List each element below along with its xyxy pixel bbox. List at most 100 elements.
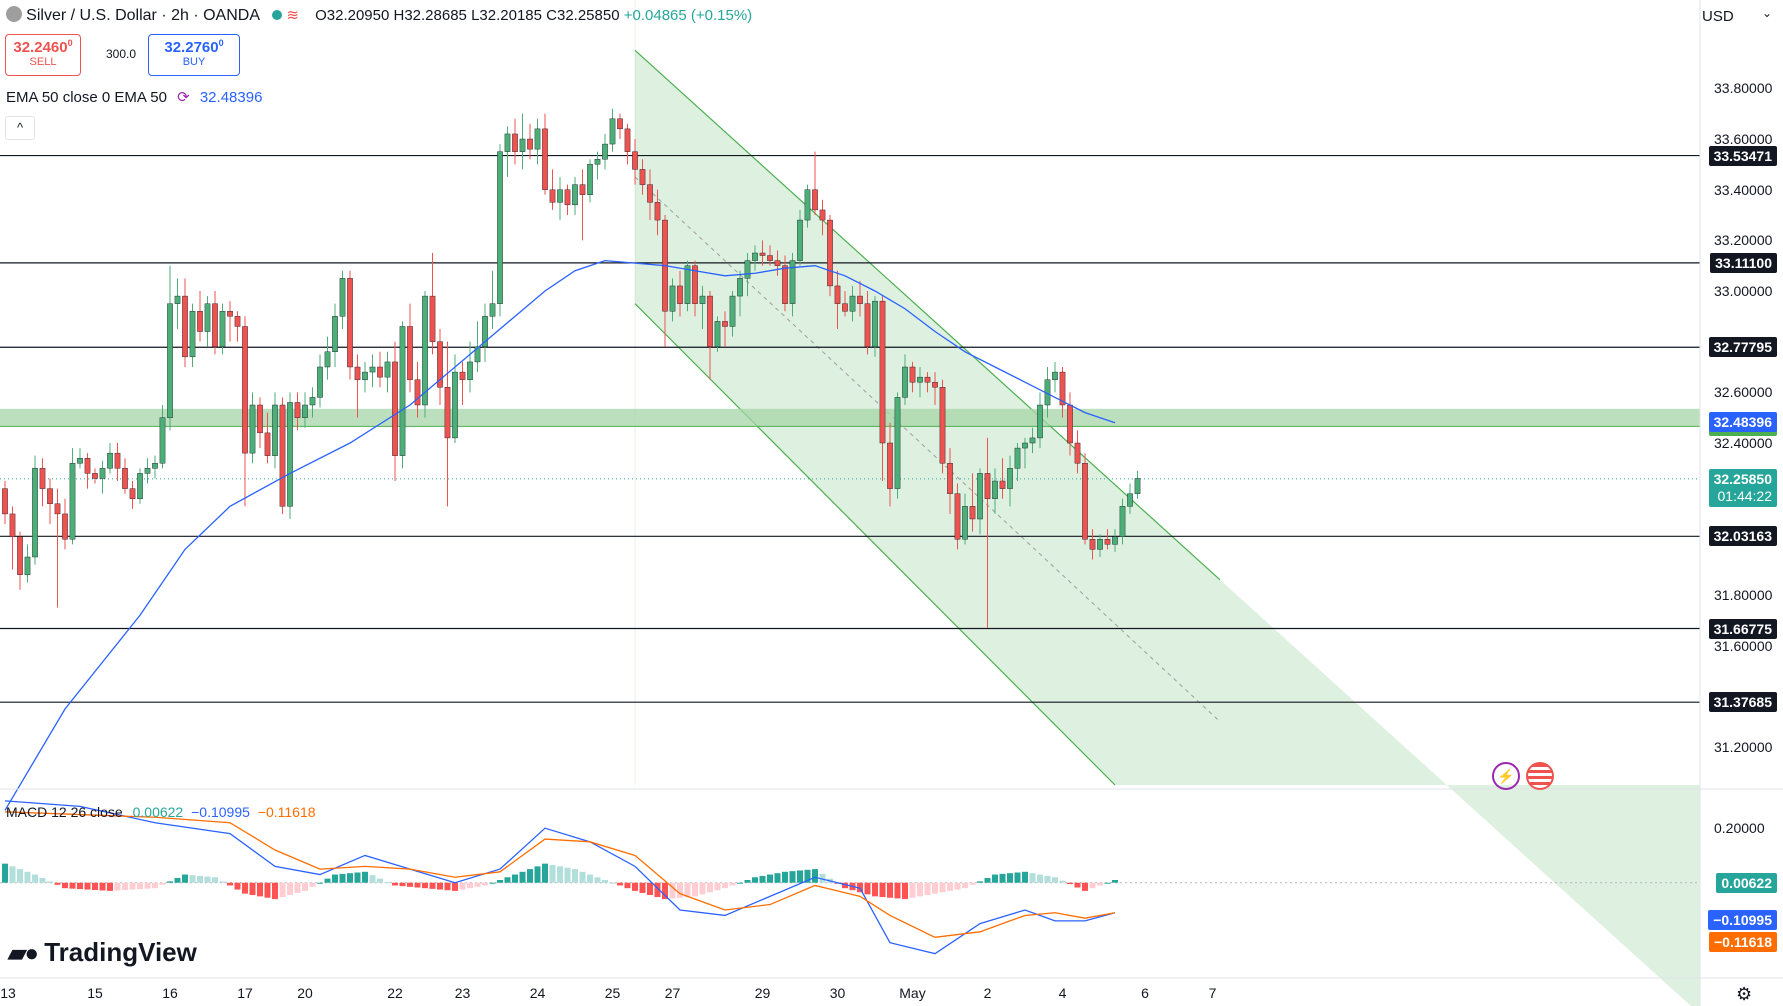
candle	[347, 270, 353, 380]
candle-body	[354, 366, 361, 380]
candle	[332, 303, 338, 367]
candle-body	[309, 397, 316, 406]
tradingview-logo[interactable]: ▰● TradingView	[8, 937, 197, 968]
candle	[984, 437, 991, 628]
candle-body	[864, 303, 871, 347]
time-axis-tick: 20	[297, 985, 313, 1001]
candle	[677, 270, 683, 317]
candle-body	[1097, 539, 1103, 550]
candle-body	[617, 118, 623, 130]
candle	[1097, 534, 1103, 557]
us-flag-icon[interactable]	[1526, 762, 1554, 790]
candle-body	[939, 387, 946, 464]
candle-body	[924, 376, 931, 383]
compare-icon[interactable]: ≋	[286, 7, 299, 24]
candle	[1052, 361, 1058, 393]
candle-body	[1052, 371, 1058, 380]
candle-body	[917, 376, 923, 383]
candle	[144, 458, 151, 484]
macd-histogram-bar	[594, 877, 601, 883]
candle	[1059, 367, 1066, 418]
price-axis-tick: 33.80000	[1714, 80, 1773, 97]
channel-upper-line	[634, 49, 1221, 581]
macd-histogram-bar	[512, 874, 518, 883]
candle-body	[1022, 442, 1028, 449]
candle-body	[639, 169, 646, 185]
macd-histogram-bar	[444, 882, 451, 891]
macd-legend[interactable]: MACD 12 26 close 0.00622 −0.10995 −0.116…	[6, 804, 316, 820]
candle	[444, 341, 451, 507]
candle	[609, 108, 616, 152]
candle	[152, 455, 158, 479]
lightning-icon[interactable]: ⚡	[1492, 762, 1520, 790]
symbol-title[interactable]: Silver / U.S. Dollar · 2h · OANDA	[26, 7, 260, 24]
macd-histogram-bar	[639, 882, 646, 893]
candle-body	[77, 458, 83, 464]
candle	[294, 392, 301, 431]
candle	[564, 184, 571, 215]
candle-body	[174, 295, 181, 304]
candle	[249, 392, 256, 464]
ema-price-tag: 32.48396	[1708, 411, 1777, 432]
macd-histogram-bar	[714, 882, 721, 891]
candle	[287, 392, 293, 519]
time-axis-tick: 29	[754, 985, 771, 1001]
macd-histogram-bar	[482, 882, 488, 886]
candle	[1089, 529, 1096, 560]
candle	[917, 367, 923, 398]
chart-header: Silver / U.S. Dollar · 2h · OANDA ≋ O32.…	[6, 6, 752, 25]
macd-histogram-bar	[894, 882, 901, 899]
ohlc-change: +0.04865 (+0.15%)	[623, 7, 753, 24]
candle	[714, 316, 721, 352]
candle-body	[39, 468, 46, 489]
candle	[617, 113, 623, 139]
candle-body	[129, 488, 136, 499]
candle-body	[609, 118, 616, 145]
candle	[707, 291, 713, 380]
candle	[819, 199, 826, 236]
candle-body	[729, 295, 736, 327]
buy-button[interactable]: 32.27600 BUY	[148, 34, 240, 76]
candle	[309, 387, 316, 418]
candle-body	[332, 316, 338, 353]
time-axis-tick: 23	[454, 985, 471, 1001]
candle	[302, 392, 308, 428]
candle-body	[264, 432, 271, 456]
currency-label[interactable]: USD	[1702, 8, 1734, 25]
candle	[189, 303, 196, 367]
candle	[324, 336, 331, 380]
collapse-legend-button[interactable]: ^	[5, 116, 35, 140]
macd-histogram-bar	[279, 882, 286, 898]
macd-histogram-bar	[332, 874, 338, 883]
macd-histogram-bar	[2, 863, 8, 883]
macd-histogram-bar	[542, 863, 548, 883]
candle-body	[24, 556, 31, 575]
macd-histogram-bar	[294, 882, 301, 893]
settings-gear-icon[interactable]: ⚙	[1736, 984, 1753, 1004]
candle-body	[827, 219, 833, 287]
sell-button[interactable]: 32.24600 SELL	[5, 34, 81, 76]
spread-value: 300.0	[106, 47, 137, 61]
level-price-tag: 31.66775	[1708, 618, 1777, 639]
macd-histogram-bar	[257, 882, 263, 897]
macd-histogram-bar	[452, 882, 458, 891]
candle	[894, 392, 901, 499]
candle	[782, 255, 788, 312]
candle-body	[992, 480, 998, 499]
ema-legend[interactable]: EMA 50 close 0 EMA 50 ⟳ 32.48396	[6, 88, 262, 106]
refresh-icon[interactable]: ⟳	[177, 89, 190, 106]
candle-body	[92, 473, 98, 479]
candle-body	[594, 159, 601, 165]
candle-body	[677, 285, 683, 304]
time-axis-tick: 24	[529, 985, 546, 1001]
candle-body	[812, 189, 818, 211]
candle-body	[737, 278, 743, 297]
macd-histogram-bar	[437, 882, 443, 890]
chevron-down-icon[interactable]: ⌄	[1762, 6, 1773, 20]
macd-histogram-bar	[1022, 871, 1028, 883]
candle	[977, 468, 983, 535]
candle-body	[759, 252, 766, 256]
candle	[77, 448, 83, 469]
time-axis-tick: 13	[0, 985, 16, 1001]
